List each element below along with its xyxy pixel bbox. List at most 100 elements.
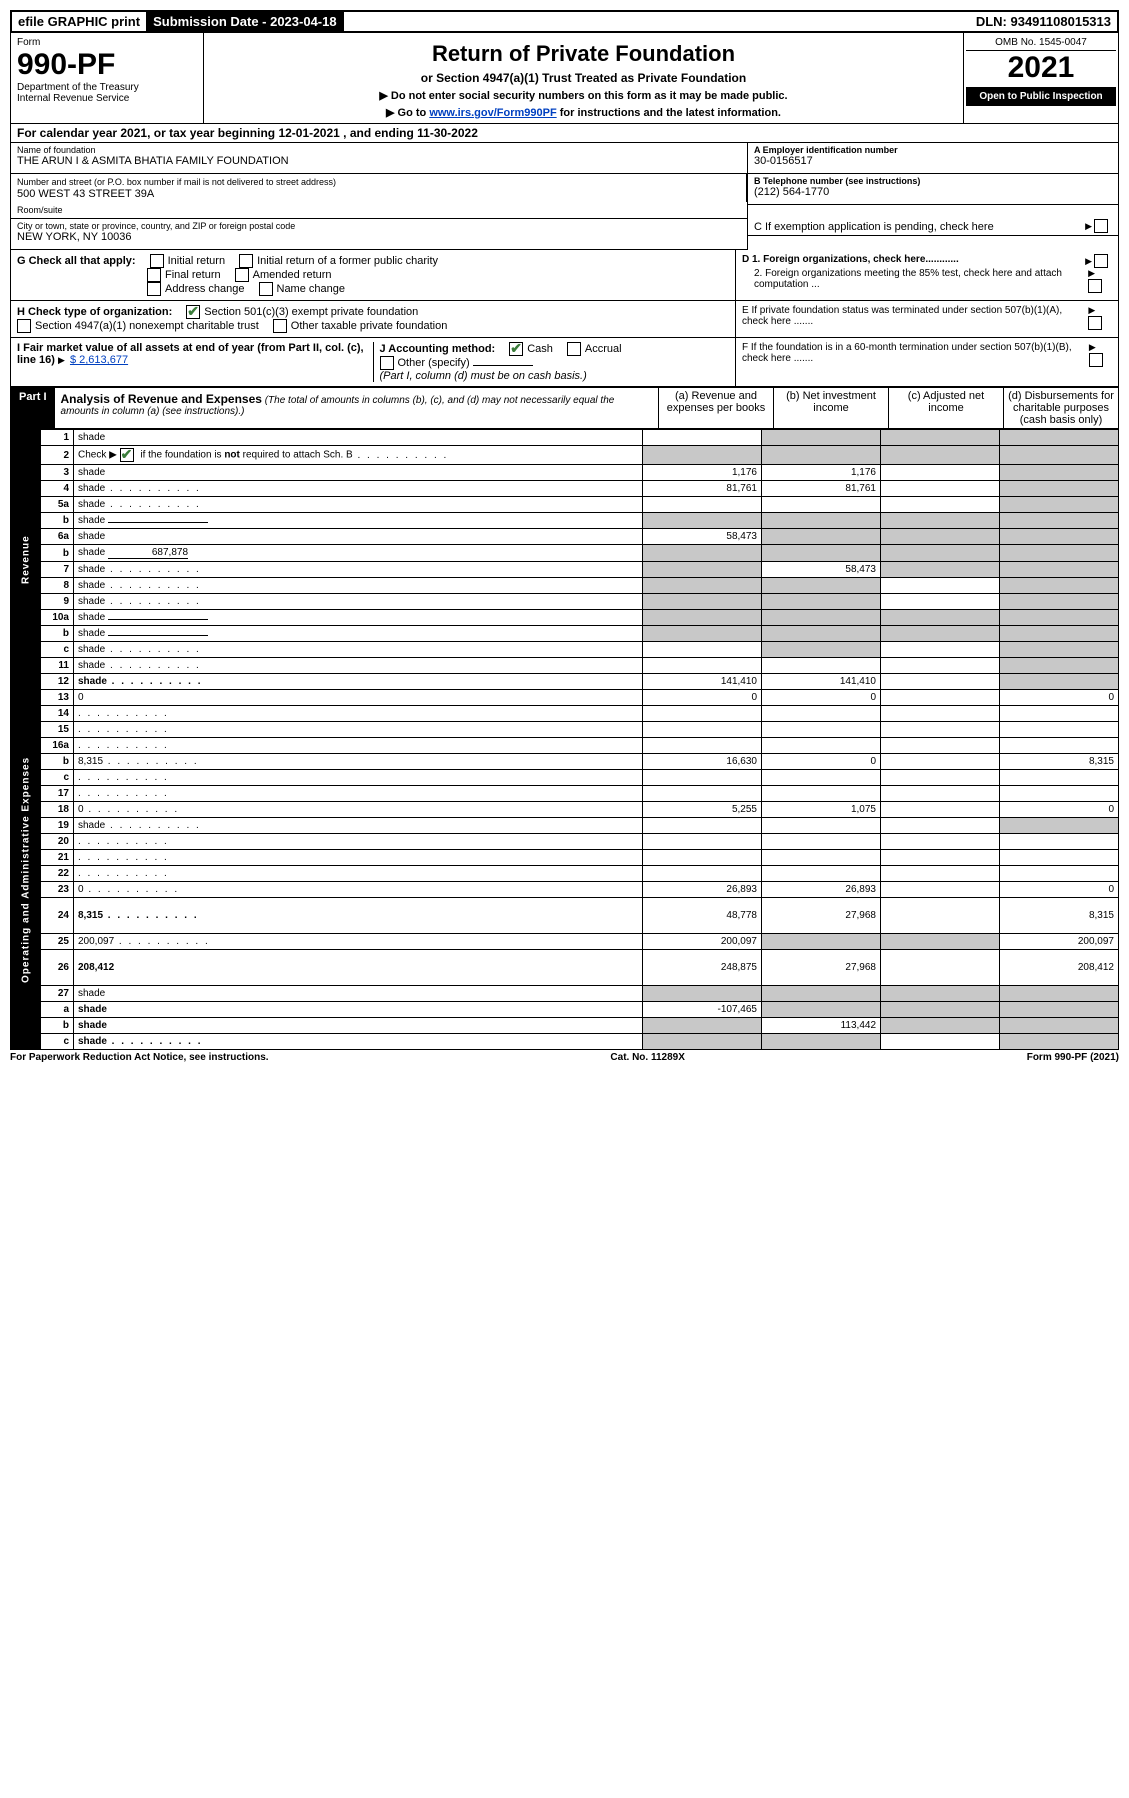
form-subtitle: or Section 4947(a)(1) Trust Treated as P… <box>208 71 959 85</box>
amt-b <box>762 738 881 754</box>
amt-d <box>1000 850 1119 866</box>
g-initial-former[interactable] <box>239 254 253 268</box>
h-other-taxable[interactable] <box>273 319 287 333</box>
g-name-change[interactable] <box>259 282 273 296</box>
top-bar: efile GRAPHIC print Submission Date - 20… <box>10 10 1119 33</box>
h-501c3[interactable] <box>186 305 200 319</box>
amt-b <box>762 986 881 1002</box>
amt-a <box>643 626 762 642</box>
amt-c <box>881 706 1000 722</box>
amt-d <box>1000 497 1119 513</box>
d1-checkbox[interactable] <box>1094 254 1108 268</box>
amt-c <box>881 1002 1000 1018</box>
table-row: 5ashade <box>11 497 1119 513</box>
row-desc <box>74 770 643 786</box>
amt-b: 26,893 <box>762 882 881 898</box>
amt-d: 8,315 <box>1000 898 1119 934</box>
table-row: 23026,89326,8930 <box>11 882 1119 898</box>
form990pf-link[interactable]: www.irs.gov/Form990PF <box>429 107 556 119</box>
j-cash[interactable] <box>509 342 523 356</box>
part1-title: Analysis of Revenue and Expenses <box>61 392 262 406</box>
amt-d <box>1000 770 1119 786</box>
efile-label[interactable]: efile GRAPHIC print <box>12 12 147 31</box>
amt-d: 0 <box>1000 882 1119 898</box>
schb-checkbox[interactable] <box>120 448 134 462</box>
amt-d: 0 <box>1000 802 1119 818</box>
amt-b <box>762 934 881 950</box>
row-desc: shade <box>74 481 643 497</box>
table-row: 8shade <box>11 578 1119 594</box>
amt-d <box>1000 706 1119 722</box>
amt-b <box>762 1034 881 1050</box>
d2-checkbox[interactable] <box>1088 279 1102 293</box>
row-desc <box>74 738 643 754</box>
amt-d <box>1000 658 1119 674</box>
row-number: 22 <box>41 866 74 882</box>
amt-d <box>1000 722 1119 738</box>
f-checkbox[interactable] <box>1089 353 1103 367</box>
table-row: 6ashade58,473 <box>11 529 1119 545</box>
amt-b <box>762 850 881 866</box>
amt-d <box>1000 610 1119 626</box>
amt-d <box>1000 866 1119 882</box>
amt-a <box>643 818 762 834</box>
table-row: 22 <box>11 866 1119 882</box>
j-accrual[interactable] <box>567 342 581 356</box>
amt-c <box>881 642 1000 658</box>
amt-b <box>762 722 881 738</box>
part1-table: Revenue1shade2Check ▶ if the foundation … <box>10 429 1119 1050</box>
amt-a: 26,893 <box>643 882 762 898</box>
row-number: b <box>41 545 74 562</box>
revenue-tab: Revenue <box>11 430 41 690</box>
e-checkbox[interactable] <box>1088 316 1102 330</box>
amt-a <box>643 770 762 786</box>
amt-a <box>643 562 762 578</box>
table-row: cshade <box>11 642 1119 658</box>
table-row: 4shade81,76181,761 <box>11 481 1119 497</box>
row-desc <box>74 706 643 722</box>
form-number: 990-PF <box>17 48 197 82</box>
table-row: 20 <box>11 834 1119 850</box>
row-desc: shade <box>74 430 643 446</box>
j-other[interactable] <box>380 356 394 370</box>
amt-c <box>881 802 1000 818</box>
table-row: 11shade <box>11 658 1119 674</box>
amt-c <box>881 465 1000 481</box>
col-b: (b) Net investment income <box>773 388 888 428</box>
g-amended[interactable] <box>235 268 249 282</box>
table-row: bshade113,442 <box>11 1018 1119 1034</box>
g-address-change[interactable] <box>147 282 161 296</box>
row-number: b <box>41 1018 74 1034</box>
row-desc: 0 <box>74 882 643 898</box>
part1-header: Part I Analysis of Revenue and Expenses … <box>10 387 1119 429</box>
row-number: 3 <box>41 465 74 481</box>
amt-c <box>881 578 1000 594</box>
addr-label: Number and street (or P.O. box number if… <box>17 177 336 187</box>
submission-date: Submission Date - 2023-04-18 <box>147 12 344 31</box>
amt-a: 16,630 <box>643 754 762 770</box>
amt-b: 27,968 <box>762 950 881 986</box>
amt-b <box>762 529 881 545</box>
amt-a: 141,410 <box>643 674 762 690</box>
amt-c <box>881 722 1000 738</box>
row-desc: 0 <box>74 802 643 818</box>
fmv-link[interactable]: $ 2,613,677 <box>70 354 128 366</box>
h-4947[interactable] <box>17 319 31 333</box>
dln: DLN: 93491108015313 <box>970 12 1117 31</box>
tax-year: 2021 <box>966 51 1116 85</box>
amt-d <box>1000 545 1119 562</box>
table-row: 17 <box>11 786 1119 802</box>
row-number: 26 <box>41 950 74 986</box>
amt-b <box>762 430 881 446</box>
amt-a <box>643 866 762 882</box>
amt-d <box>1000 1002 1119 1018</box>
row-number: 9 <box>41 594 74 610</box>
c-checkbox[interactable] <box>1094 219 1108 233</box>
table-row: 25200,097200,097200,097 <box>11 934 1119 950</box>
amt-a <box>643 578 762 594</box>
row-number: 17 <box>41 786 74 802</box>
g-final-return[interactable] <box>147 268 161 282</box>
amt-b: 1,075 <box>762 802 881 818</box>
row-desc: shade <box>74 513 643 529</box>
g-initial-return[interactable] <box>150 254 164 268</box>
